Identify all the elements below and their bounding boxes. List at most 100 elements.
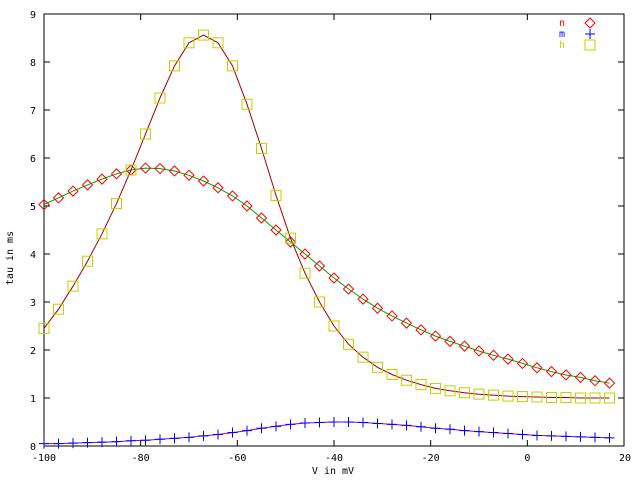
series-n-point: [226, 190, 239, 202]
series-n-point: [502, 353, 514, 365]
y-tick-label: 4: [30, 250, 36, 261]
series-m-point: [416, 421, 426, 432]
series-n-point: [458, 340, 471, 352]
series-n-point: [473, 345, 485, 357]
series-h-point: [125, 164, 137, 176]
series-n-point: [299, 248, 311, 260]
x-tick-label: -60: [228, 453, 246, 464]
series-h-point: [589, 392, 601, 404]
series-n-point: [96, 173, 108, 185]
series-m-point: [242, 425, 252, 436]
series-n-point: [67, 185, 79, 197]
series-m-point: [111, 436, 122, 447]
series-h-point: [546, 392, 557, 404]
series-m-point: [343, 417, 354, 427]
series-h-point: [357, 351, 369, 363]
series-m-point: [300, 417, 310, 428]
series-m-point: [517, 429, 528, 440]
series-m-point: [213, 429, 223, 440]
legend-label-h: h: [559, 40, 565, 51]
series-m-point: [372, 418, 383, 429]
y-tick-label: 6: [30, 154, 36, 165]
series-n-point: [328, 272, 340, 284]
series-m-point: [532, 430, 542, 441]
x-tick-label: -80: [132, 453, 150, 464]
series-m-point: [285, 419, 296, 430]
series-h-point: [575, 392, 586, 404]
series-m-point: [82, 437, 93, 448]
series-n-line: [43, 167, 610, 384]
series-h-point: [256, 142, 267, 154]
series-n-point: [81, 179, 94, 191]
legend-marker-h: [584, 39, 596, 51]
series-m-point: [271, 421, 281, 432]
y-axis-title: tau in ms: [5, 231, 16, 285]
series-h-point: [314, 296, 325, 308]
series-h-point: [343, 338, 354, 350]
series-h-point: [96, 228, 108, 240]
series-h-point: [488, 389, 499, 401]
plot-frame: [43, 13, 625, 447]
series-m-point: [546, 430, 557, 441]
series-m-point: [561, 431, 571, 442]
series-m-point: [97, 437, 107, 448]
series-m-point: [314, 417, 325, 428]
x-tick-label: -20: [422, 453, 440, 464]
series-n-point: [52, 192, 65, 204]
y-tick-label: 8: [30, 58, 36, 69]
series-h-point: [285, 232, 296, 244]
series-m-point: [169, 433, 180, 444]
series-n-point: [110, 168, 123, 180]
series-m-point: [445, 424, 455, 435]
series-n-point: [313, 260, 326, 272]
series-h-point: [401, 374, 412, 386]
legend-marker-n: [584, 17, 596, 29]
series-n-point: [531, 362, 543, 374]
series-h-point: [473, 388, 485, 400]
series-h-point: [415, 379, 427, 391]
series-m-point: [155, 434, 165, 445]
series-n-point: [183, 169, 195, 181]
series-m-point: [53, 438, 64, 449]
x-tick-label: -40: [325, 453, 343, 464]
series-m-point: [604, 432, 615, 443]
series-m-point: [474, 426, 484, 437]
series-n-point: [154, 162, 166, 175]
series-h-point: [53, 303, 64, 315]
series-h-line: [43, 34, 610, 399]
y-tick-label: 5: [30, 202, 36, 213]
series-h-point: [386, 368, 398, 380]
series-h-point: [604, 392, 615, 404]
series-n-point: [241, 200, 253, 212]
series-m-point: [126, 435, 136, 446]
series-h-point: [169, 60, 180, 72]
series-h-point: [67, 280, 79, 292]
axis-ticks: [43, 13, 625, 447]
series-n-point: [560, 369, 572, 381]
series-n-point: [139, 162, 152, 174]
series-h-point: [198, 29, 209, 41]
y-tick-label: 7: [30, 106, 36, 117]
series-n-point: [38, 198, 50, 211]
series-m-line: [44, 421, 610, 445]
series-h-point: [502, 390, 514, 402]
series-m-point: [39, 438, 49, 449]
series-h-point: [372, 361, 383, 373]
series-m-point: [401, 420, 412, 431]
series-h-point: [82, 255, 93, 267]
series-h-point: [560, 392, 572, 404]
series-m-point: [358, 417, 368, 428]
series-m-point: [503, 428, 513, 439]
series-h-point: [111, 198, 122, 210]
axis-tick-labels: -100 -80 -60 -40 -20 0 20 0 1 2 3 4 5 6 7 8 9: [30, 10, 631, 464]
series-n-point: [371, 302, 384, 314]
series-n-point: [357, 293, 369, 305]
series-n-point: [516, 357, 529, 370]
series-n-point: [487, 349, 500, 361]
series-m-point: [575, 431, 586, 442]
legend-marker-m: [585, 29, 595, 39]
series-h-point: [430, 382, 441, 394]
series-h-point: [459, 387, 470, 399]
series-h: [38, 29, 615, 404]
